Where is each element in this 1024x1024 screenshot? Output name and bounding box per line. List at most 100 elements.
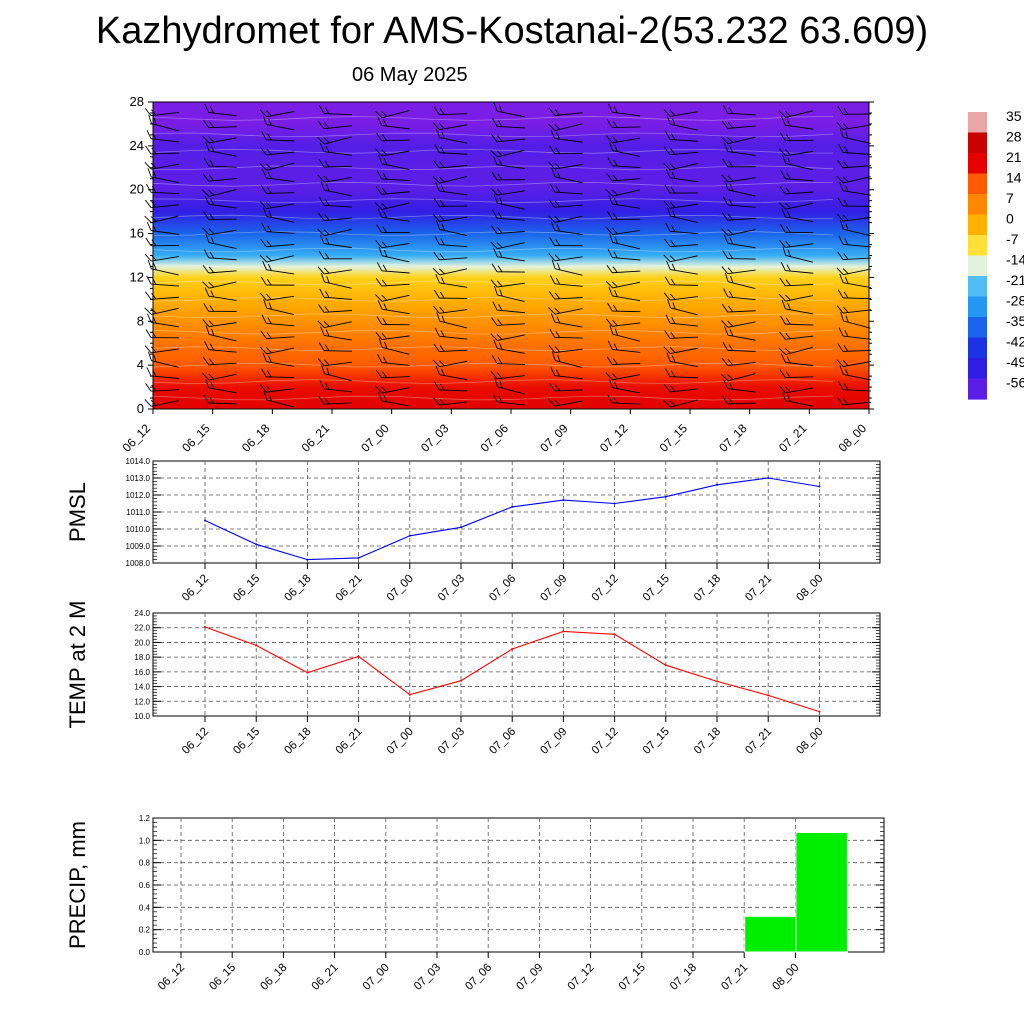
wind-barb — [490, 279, 525, 288]
wind-barb — [144, 399, 179, 407]
wind-barb — [663, 292, 698, 301]
wind-barb — [836, 305, 871, 314]
wind-barb — [490, 149, 525, 158]
wind-barb — [434, 235, 468, 248]
wind-barb — [260, 185, 295, 194]
x-tick-label: 06_12 — [156, 962, 187, 993]
wind-barb — [836, 267, 871, 276]
wind-barb — [667, 298, 698, 316]
wind-barb — [548, 398, 583, 407]
y-tick-label: 28 — [130, 94, 144, 109]
y-tick-label: 0.6 — [139, 881, 151, 890]
x-tick-label: 08_00 — [770, 962, 801, 993]
wind-barb — [607, 302, 641, 313]
wind-barb — [145, 291, 179, 300]
x-tick-label: 07_03 — [412, 962, 443, 993]
wind-barb — [778, 110, 814, 118]
wind-barb — [147, 259, 179, 276]
colorbar-label: 7 — [1006, 190, 1014, 206]
wind-barb — [724, 326, 756, 341]
wind-barb — [779, 331, 814, 340]
wind-barb — [664, 146, 698, 156]
contour-line — [152, 379, 834, 385]
x-tick-label: 07_03 — [418, 421, 452, 455]
wind-barb — [722, 395, 756, 405]
wind-barb — [607, 249, 641, 261]
x-tick-label: 07_12 — [566, 962, 597, 993]
wind-barb — [548, 344, 583, 354]
data-point — [306, 671, 309, 674]
colorbar-label: 0 — [1006, 211, 1014, 227]
wind-barb — [320, 181, 352, 197]
wind-barb — [778, 202, 814, 210]
wind-barb — [260, 330, 295, 340]
wind-barb — [606, 356, 641, 366]
x-tick-label: 07_12 — [590, 726, 621, 757]
colorbar-label: -21 — [1006, 272, 1024, 288]
wind-barb — [260, 147, 295, 156]
wind-barb — [491, 171, 526, 181]
wind-barb — [548, 307, 583, 315]
wind-barb — [260, 276, 295, 286]
wind-barb — [549, 183, 583, 195]
wind-barb — [204, 341, 237, 353]
wind-barb — [433, 160, 468, 169]
data-point — [716, 483, 718, 486]
data-point — [562, 499, 565, 502]
contour-line — [152, 329, 834, 335]
wind-barb — [490, 333, 525, 341]
wind-barb — [492, 209, 525, 221]
wind-barb — [494, 285, 525, 303]
x-tick-label: 06_21 — [334, 573, 365, 604]
wind-barb — [665, 131, 699, 142]
y-tick-label: 1.0 — [139, 836, 151, 845]
y-tick-label: 1.2 — [139, 814, 151, 823]
wind-barb — [318, 250, 353, 260]
wind-barb — [550, 129, 583, 143]
wind-barb — [203, 119, 237, 129]
y-tick-label: 1012.0 — [126, 491, 151, 500]
x-tick-label: 06_12 — [180, 573, 211, 604]
data-point — [716, 680, 718, 683]
wind-barb — [317, 136, 352, 145]
contour-line — [152, 165, 834, 171]
wind-barb — [606, 318, 641, 327]
y-tick-label: 0.8 — [139, 859, 151, 868]
wind-barb — [609, 325, 640, 342]
data-point — [357, 655, 360, 658]
wind-barb — [261, 368, 295, 378]
wind-barb — [836, 213, 871, 222]
wind-barb — [721, 212, 756, 221]
wind-barb — [374, 110, 410, 119]
wind-barb — [839, 128, 871, 144]
wind-barb — [838, 235, 871, 248]
wind-barb — [549, 328, 583, 339]
wind-barb — [491, 355, 526, 365]
wind-barb — [720, 373, 756, 382]
data-point — [255, 543, 258, 546]
wind-barb — [261, 223, 295, 234]
wind-barb — [434, 327, 468, 340]
wind-barb — [839, 273, 871, 288]
colorbar-segment — [968, 112, 987, 134]
wind-barb — [490, 187, 525, 196]
x-tick-label: 06_15 — [231, 726, 262, 757]
wind-barb — [319, 234, 352, 249]
wind-barb — [144, 108, 179, 117]
x-tick-label: 07_18 — [716, 421, 750, 455]
x-tick-label: 07_21 — [719, 962, 750, 993]
wind-barb — [721, 357, 756, 366]
wind-barb — [432, 214, 468, 222]
wind-barb — [779, 239, 814, 248]
colorbar-segment — [968, 317, 987, 339]
y-tick-label: 1014.0 — [126, 457, 151, 466]
wind-barb — [491, 225, 525, 234]
wind-barb — [663, 254, 698, 263]
contour-line — [152, 296, 834, 302]
data-point — [767, 694, 770, 697]
contour-line — [152, 280, 834, 286]
x-tick-label: 07_06 — [487, 726, 518, 757]
wind-barb — [259, 201, 295, 209]
wind-barb — [262, 169, 295, 183]
data-point — [613, 633, 616, 636]
